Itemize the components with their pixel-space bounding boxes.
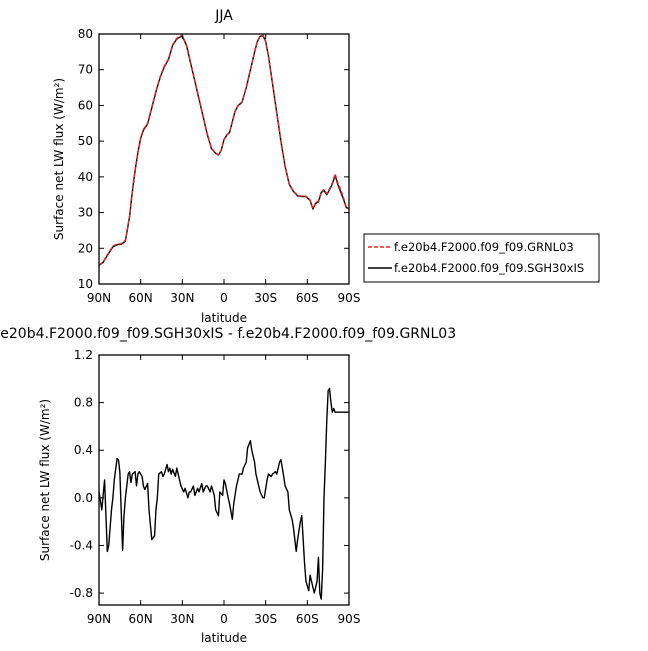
top-y-tick-label: 20 <box>78 241 93 255</box>
top-x-tick-label: 30N <box>170 291 194 305</box>
bottom-y-ticks: -0.8 -0.4 0.0 0.4 0.8 1.2 <box>70 348 349 600</box>
top-series-group <box>98 34 350 266</box>
top-y-axis-label: Surface net LW flux (W/m²) <box>52 78 66 240</box>
top-x-tick-label: 30S <box>254 291 277 305</box>
top-y-tick-label: 60 <box>78 98 93 112</box>
bottom-x-tick-label: 60N <box>129 612 153 626</box>
top-y-tick-label: 70 <box>78 63 93 77</box>
top-x-tick-label: 90S <box>338 291 361 305</box>
legend-box <box>363 233 600 283</box>
bottom-x-tick-label: 60S <box>296 612 319 626</box>
top-x-axis-label: latitude <box>201 311 247 325</box>
top-y-ticks: 10 20 30 40 50 60 70 80 <box>78 27 349 291</box>
top-panel: JJA 10 20 30 40 50 60 70 80 90N 60N 30N 0 30S 60S 90S… <box>52 8 360 325</box>
top-chart-title: JJA <box>214 8 233 24</box>
bottom-series-line-1 <box>98 387 349 600</box>
legend: f.e20b4.F2000.f09_f09.GRNL03 f.e20b4.F20… <box>363 233 600 283</box>
legend-label-grnl03: f.e20b4.F2000.f09_f09.GRNL03 <box>394 240 574 254</box>
bottom-series-group <box>98 387 349 600</box>
top-x-tick-label: 60N <box>129 291 153 305</box>
bottom-x-tick-label: 0 <box>220 612 228 626</box>
bottom-y-tick-label: 0.4 <box>74 443 93 457</box>
top-x-tick-label: 90N <box>87 291 111 305</box>
bottom-x-tick-label: 90S <box>338 612 361 626</box>
bottom-x-axis-label: latitude <box>201 631 247 645</box>
bottom-y-tick-label: 0.0 <box>74 491 93 505</box>
bottom-x-tick-label: 30S <box>254 612 277 626</box>
top-x-ticks: 90N 60N 30N 0 30S 60S 90S <box>87 34 361 305</box>
bottom-y-tick-label: -0.4 <box>70 538 93 552</box>
bottom-y-tick-label: -0.8 <box>70 586 93 600</box>
legend-label-sgh30xis: f.e20b4.F2000.f09_f09.SGH30xIS <box>394 261 584 275</box>
top-y-tick-label: 80 <box>78 27 93 41</box>
bottom-x-ticks: 90N 60N 30N 0 30S 60S 90S <box>87 355 361 626</box>
top-y-tick-label: 10 <box>78 277 93 291</box>
top-series-line-1 <box>98 34 350 266</box>
bottom-x-tick-label: 30N <box>170 612 194 626</box>
top-y-tick-label: 40 <box>78 170 93 184</box>
top-series-line-2 <box>98 34 350 266</box>
bottom-chart-title: f.e20b4.F2000.f09_f09.SGH30xIS - f.e20b4… <box>0 326 456 342</box>
bottom-y-tick-label: 1.2 <box>74 348 93 362</box>
top-x-tick-label: 60S <box>296 291 319 305</box>
bottom-y-axis-label: Surface net LW flux (W/m²) <box>38 399 52 561</box>
bottom-panel: f.e20b4.F2000.f09_f09.SGH30xIS - f.e20b4… <box>0 326 456 645</box>
bottom-x-tick-label: 90N <box>87 612 111 626</box>
bottom-y-tick-label: 0.8 <box>74 396 93 410</box>
top-y-tick-label: 30 <box>78 206 93 220</box>
top-x-tick-label: 0 <box>220 291 228 305</box>
top-y-tick-label: 50 <box>78 134 93 148</box>
